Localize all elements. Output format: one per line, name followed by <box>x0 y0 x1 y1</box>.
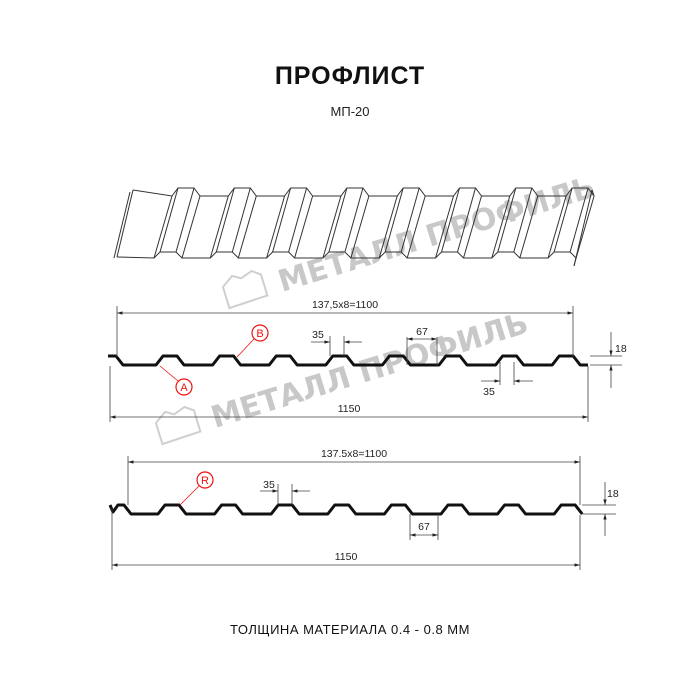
sheet-rib-line <box>231 187 251 253</box>
watermark-2: МЕТАЛЛ ПРОФИЛЬ <box>154 306 532 446</box>
logo-icon <box>221 269 269 310</box>
watermark-1: МЕТАЛЛ ПРОФИЛЬ <box>221 170 599 310</box>
sheet-rib-line <box>215 187 235 253</box>
sheet-rib-line <box>569 187 589 253</box>
sheet-rib-line <box>400 187 420 253</box>
valley-dimension: 67 <box>416 326 428 338</box>
sheet-rib-line <box>547 195 567 259</box>
sheet-rib-line <box>181 195 201 259</box>
sheet-rib-line <box>497 187 517 253</box>
marker-b: B <box>236 324 269 358</box>
svg-text:R: R <box>201 475 209 487</box>
crest-dimension: 35 <box>312 329 324 341</box>
sheet-rib-line <box>113 191 131 259</box>
sheet-rib-line <box>328 187 348 253</box>
valley-crest-dimension: 35 <box>483 386 495 398</box>
sheet-rib-line <box>209 195 229 259</box>
sheet-3d-view <box>113 187 595 267</box>
sheet-rib-line <box>573 189 593 267</box>
sheet-rib-line <box>288 187 308 253</box>
sheet-rib-line <box>153 195 173 259</box>
sheet-rib-line <box>441 187 460 253</box>
profile-1: 137,5x8=1100 1150 35 67 35 18 A B <box>108 299 627 422</box>
valley-dimension: 67 <box>418 521 430 533</box>
width-dimension: 1150 <box>335 551 358 563</box>
width-dimension: 1150 <box>338 403 361 415</box>
sheet-rib-line <box>266 195 286 259</box>
sheet-rib-line <box>378 195 398 259</box>
height-dimension: 18 <box>607 488 619 500</box>
material-thickness: ТОЛЩИНА МАТЕРИАЛА 0.4 - 0.8 ММ <box>230 622 470 637</box>
pitch-dimension: 137,5x8=1100 <box>312 299 378 311</box>
sheet-rib-line <box>513 187 533 253</box>
sheet-rib-line <box>116 251 577 267</box>
sheet-rib-line <box>272 187 292 253</box>
sheet-rib-line <box>384 187 404 253</box>
sheet-rib-line <box>463 195 482 259</box>
sheet-rib-line <box>350 195 370 259</box>
profile-1-shape <box>108 354 588 367</box>
sheet-rib-line <box>132 187 595 197</box>
sheet-rib-line <box>159 187 179 253</box>
sheet-rib-line <box>116 189 134 258</box>
sheet-rib-line <box>491 195 511 259</box>
watermark-text: МЕТАЛЛ ПРОФИЛЬ <box>207 306 532 436</box>
page-title: ПРОФЛИСТ <box>274 62 426 90</box>
profile-2-shape <box>108 503 584 516</box>
pitch-dimension: 137.5x8=1100 <box>321 448 387 460</box>
watermark-text: МЕТАЛЛ ПРОФИЛЬ <box>274 170 599 300</box>
page-subtitle: МП-20 <box>330 104 370 119</box>
marker-r: R <box>179 471 214 506</box>
profile-2: 137.5x8=1100 1150 35 67 18 R <box>108 448 619 570</box>
sheet-rib-line <box>406 195 426 259</box>
sheet-rib-line <box>237 195 257 259</box>
sheet-rib-line <box>519 195 539 259</box>
svg-text:A: A <box>180 382 188 394</box>
sheet-rib-line <box>553 187 573 253</box>
crest-dimension: 35 <box>263 479 275 491</box>
sheet-rib-line <box>457 187 476 253</box>
sheet-rib-line <box>435 195 454 259</box>
sheet-rib-line <box>294 195 314 259</box>
svg-text:B: B <box>256 328 263 340</box>
marker-a: A <box>159 365 193 396</box>
logo-icon <box>154 405 202 446</box>
sheet-rib-line <box>344 187 364 253</box>
sheet-rib-line <box>175 187 195 253</box>
sheet-rib-line <box>322 195 342 259</box>
sheet-rib-line <box>575 195 595 259</box>
height-dimension: 18 <box>615 343 627 355</box>
